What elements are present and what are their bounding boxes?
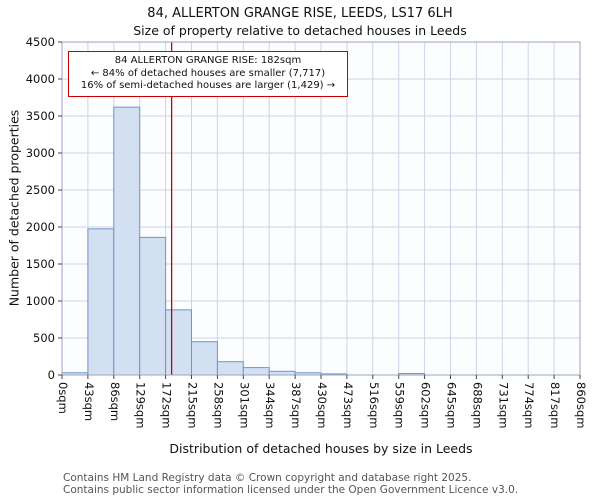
x-tick-label: 258sqm — [211, 382, 225, 428]
chart-subtitle: Size of property relative to detached ho… — [133, 23, 467, 38]
x-axis-label: Distribution of detached houses by size … — [169, 441, 473, 456]
x-tick-label: 645sqm — [445, 382, 459, 428]
x-tick-label: 860sqm — [574, 382, 588, 428]
annotation-larger-stat: 16% of semi-detached houses are larger (… — [80, 80, 336, 91]
x-tick-label: 473sqm — [341, 382, 355, 428]
y-tick-label: 500 — [33, 331, 55, 345]
x-tick-label: 344sqm — [263, 382, 277, 428]
x-tick-label: 129sqm — [134, 382, 148, 428]
histogram-bar — [139, 236, 167, 376]
y-tick-label: 1500 — [26, 257, 55, 271]
x-tick-label: 0sqm — [56, 382, 70, 414]
x-tick-label: 172sqm — [160, 382, 174, 428]
x-tick-label: 516sqm — [367, 382, 381, 428]
histogram-bar — [216, 361, 244, 376]
y-tick-label: 2000 — [26, 220, 55, 234]
x-tick-label: 559sqm — [393, 382, 407, 428]
histogram-bar — [165, 309, 193, 376]
histogram-bar — [268, 370, 296, 376]
x-tick-label: 430sqm — [315, 382, 329, 428]
x-tick-label: 817sqm — [548, 382, 562, 428]
x-tick-label: 731sqm — [496, 382, 510, 428]
histogram-bar — [87, 228, 115, 376]
chart-title: 84, ALLERTON GRANGE RISE, LEEDS, LS17 6L… — [147, 6, 453, 21]
histogram-bar — [242, 367, 270, 376]
footer: Contains HM Land Registry data © Crown c… — [63, 472, 518, 496]
footer-line2: Contains public sector information licen… — [63, 484, 519, 496]
x-tick-label: 301sqm — [237, 382, 251, 428]
x-tick-label: 43sqm — [82, 382, 96, 421]
annotation-box: 84 ALLERTON GRANGE RISE: 182sqm ← 84% of… — [68, 51, 348, 97]
annotation-title: 84 ALLERTON GRANGE RISE: 182sqm — [114, 55, 302, 66]
x-tick-label: 688sqm — [470, 382, 484, 428]
x-tick-label: 387sqm — [289, 382, 303, 428]
y-tick-label: 3000 — [26, 146, 55, 160]
y-tick-label: 4000 — [26, 72, 55, 86]
x-tick-label: 774sqm — [522, 382, 536, 428]
x-tick-label: 602sqm — [419, 382, 433, 428]
histogram-plot: 0 500 1000 1500 2000 2500 3000 3500 4000 4500 0sqm… — [26, 35, 588, 428]
y-tick-label: 2500 — [26, 183, 55, 197]
x-tick-label: 215sqm — [186, 382, 200, 428]
x-tick-label: 86sqm — [108, 382, 122, 421]
histogram-bar — [113, 106, 141, 376]
y-tick-label: 3500 — [26, 109, 55, 123]
histogram-bar — [191, 341, 218, 376]
footer-line1: Contains HM Land Registry data © Crown c… — [63, 472, 472, 484]
y-tick-label: 4500 — [26, 35, 55, 49]
y-tick-label: 0 — [48, 368, 55, 382]
y-tick-label: 1000 — [26, 294, 55, 308]
annotation-smaller-stat: ← 84% of detached houses are smaller (7,… — [90, 67, 326, 79]
y-axis-label: Number of detached properties — [6, 109, 22, 307]
